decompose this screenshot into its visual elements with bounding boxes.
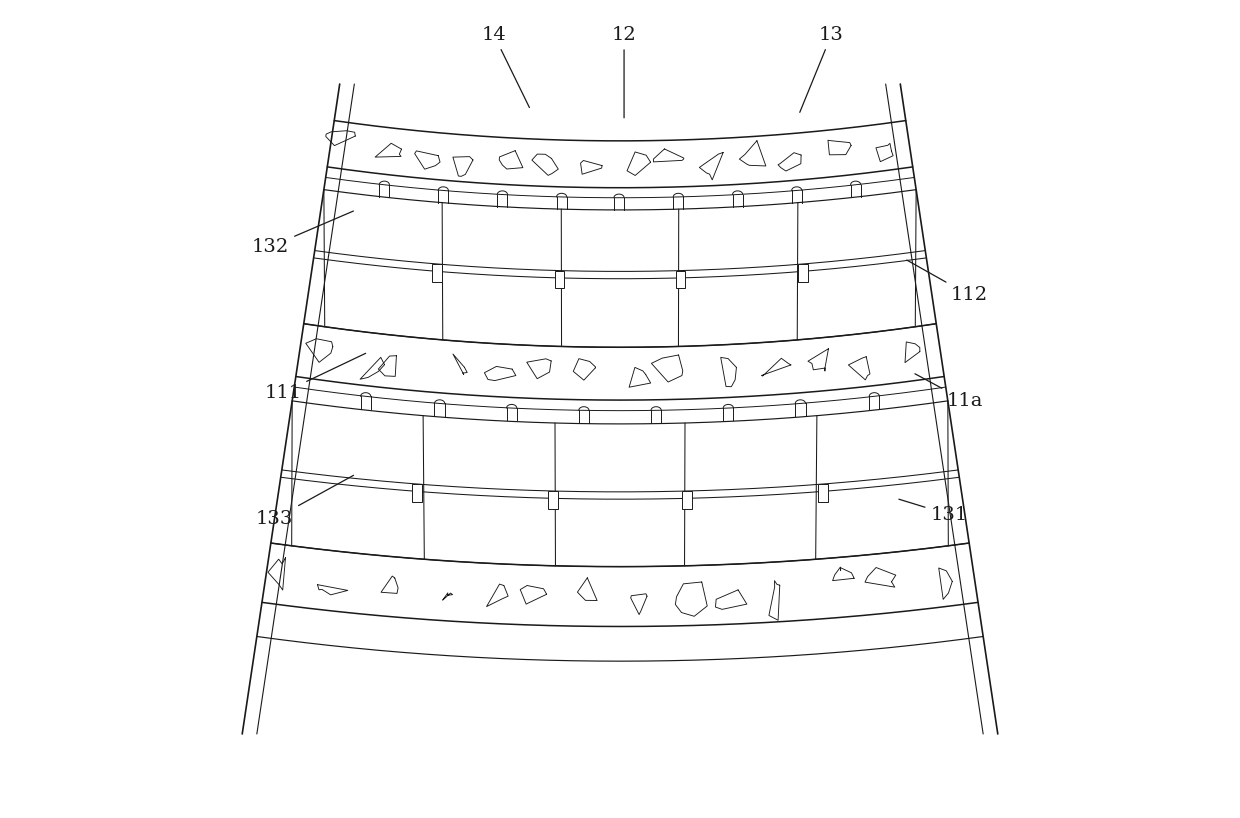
Text: 12: 12 [611,26,636,118]
Bar [676,271,686,289]
Text: 132: 132 [252,211,353,255]
Bar [412,484,422,502]
Text: 133: 133 [255,475,353,528]
Text: 13: 13 [800,26,843,112]
Text: 112: 112 [906,260,988,304]
Bar [682,491,692,509]
Text: 11a: 11a [915,374,983,410]
Bar [554,271,564,289]
Text: 111: 111 [264,353,366,402]
Text: 14: 14 [481,26,529,107]
Bar [799,264,808,282]
Bar [548,491,558,509]
Bar [432,264,441,282]
Bar [818,484,828,502]
Text: 131: 131 [899,499,967,524]
